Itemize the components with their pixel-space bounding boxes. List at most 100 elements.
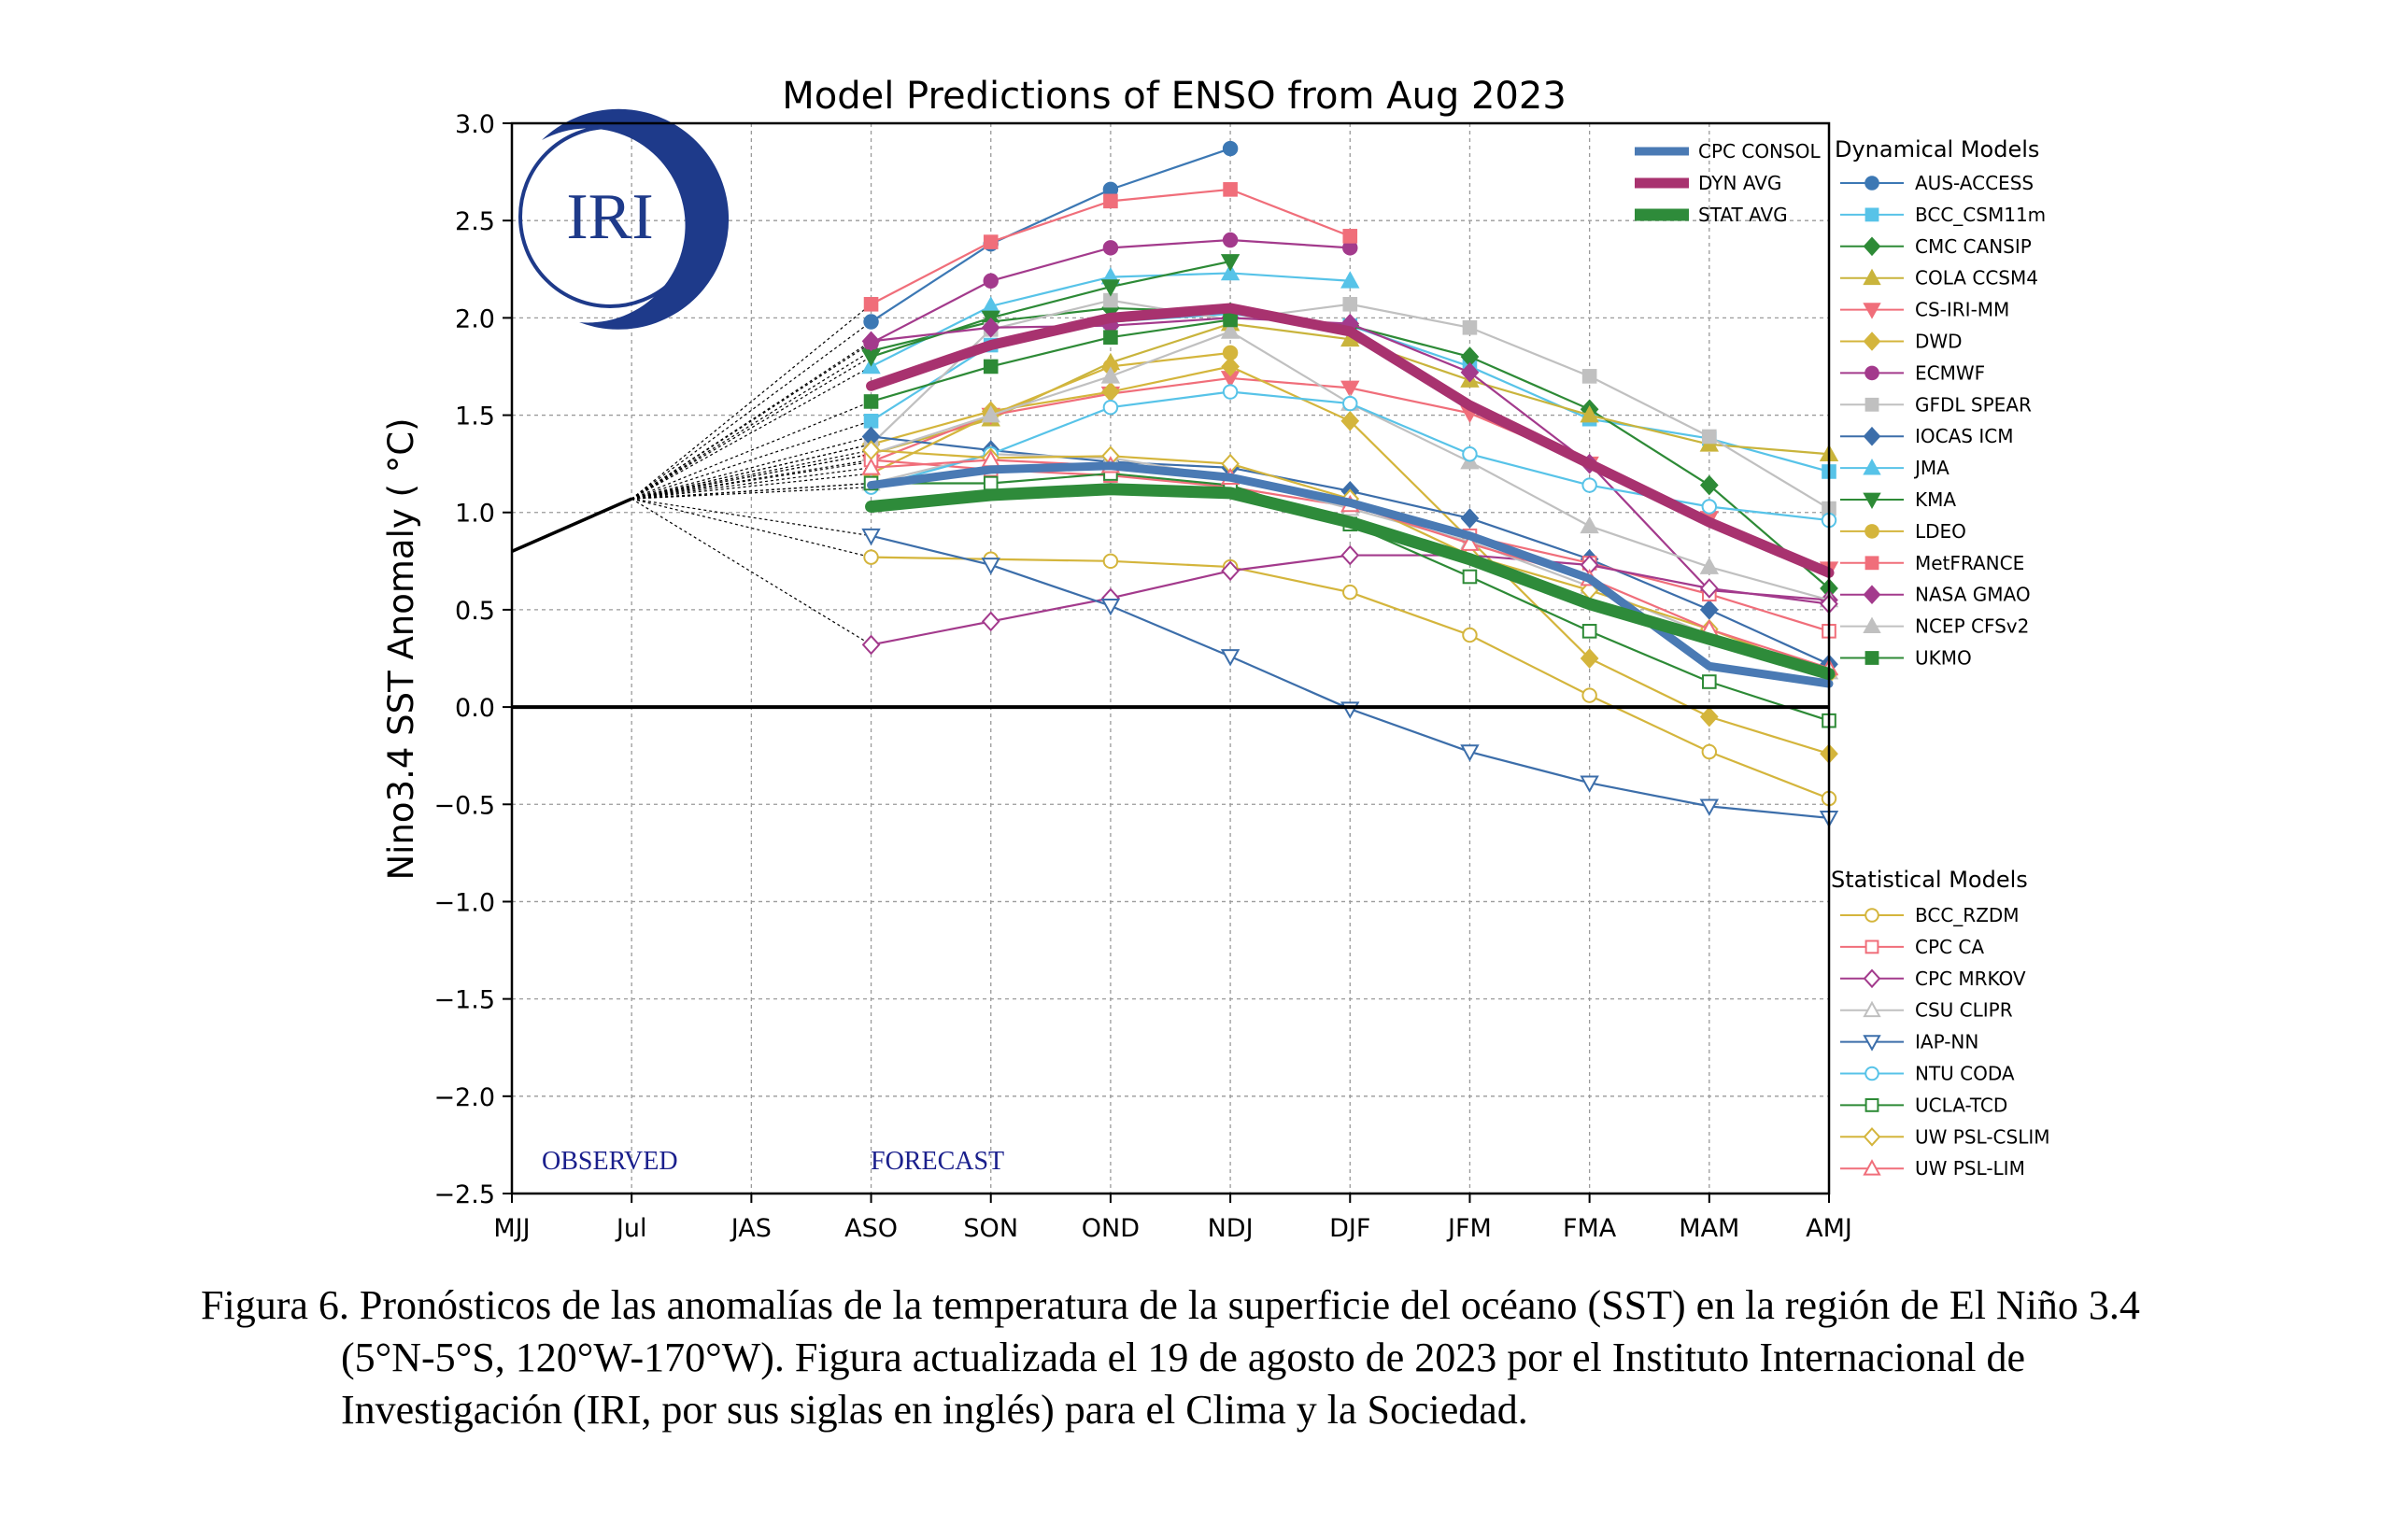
legend-averages: CPC CONSOL DYN AVG STAT AVG <box>1635 140 1821 226</box>
legend-label-dwd: DWD <box>1915 331 1963 353</box>
legend-statistical: BCC_RZDM CPC CA CPC MRKOV CSU CLIPR IAP-NN NT… <box>1840 904 2050 1180</box>
point-iocas-icm <box>1699 600 1719 620</box>
point-ecmwf <box>983 273 999 289</box>
point-cola-ccsm4 <box>1580 404 1599 423</box>
legend-marker-gfdl-spear <box>1864 397 1879 412</box>
chart-title: Model Predictions of ENSO from Aug 2023 <box>782 75 1567 118</box>
point-bcc-rzdm <box>1342 584 1358 600</box>
legend-marker-cpc-mrkov <box>1863 968 1881 989</box>
x-tick-label: SON <box>963 1214 1018 1243</box>
point-ntu-coda <box>1701 499 1718 515</box>
point-ukmo <box>983 359 999 374</box>
point-gfdl-spear <box>1342 296 1358 312</box>
legend-label-cpc-ca: CPC CA <box>1915 936 1984 958</box>
legend-avg-label-cpc-consol: CPC CONSOL <box>1698 140 1821 162</box>
legend-marker-cpc-ca <box>1864 940 1879 954</box>
point-ucla-tcd <box>983 475 999 491</box>
point-gfdl-spear <box>1462 319 1478 335</box>
point-metfrance <box>1223 182 1238 197</box>
point-ntu-coda <box>1222 384 1239 400</box>
point-cpc-mrkov <box>1340 544 1360 566</box>
y-tick-label: −1.5 <box>433 986 495 1015</box>
connector-ntu-coda <box>631 487 872 500</box>
point-nasa-gmao <box>861 331 881 352</box>
x-tick-label: Jul <box>615 1214 647 1243</box>
point-aus-access <box>863 314 879 330</box>
avg-line-dyn-avg <box>866 303 1835 578</box>
legend-marker-uw-psl-cslim <box>1863 1127 1881 1147</box>
point-ntu-coda <box>1342 395 1358 412</box>
legend-marker-dwd <box>1863 332 1881 351</box>
point-ecmwf <box>1102 240 1119 256</box>
point-bcc-rzdm <box>1462 627 1478 643</box>
point-ncep-cfsv2 <box>981 404 1000 423</box>
connector-ucla-tcd <box>631 482 872 500</box>
grid <box>512 123 1829 1194</box>
point-kma <box>1220 254 1241 272</box>
point-dwd <box>1699 706 1719 728</box>
connector-uw-psl-lim <box>631 467 872 500</box>
legend-marker-ecmwf <box>1864 365 1879 381</box>
legend-label-ldeo: LDEO <box>1915 520 1966 543</box>
legend-label-kma: KMA <box>1915 488 1956 511</box>
legend-marker-bcc-csm11m <box>1864 207 1879 222</box>
point-dwd <box>1580 648 1599 669</box>
point-bcc-rzdm <box>1102 553 1119 570</box>
connector-cpc-ca <box>631 459 872 500</box>
series-metfrance <box>631 182 1358 500</box>
connector-iocas-icm <box>631 435 872 500</box>
legend-statistical-heading: Statistical Models <box>1831 867 2028 893</box>
x-tick-label: MAM <box>1679 1214 1739 1243</box>
point-iap-nn <box>1580 775 1599 793</box>
x-tick-label: FMA <box>1563 1214 1617 1243</box>
legend-marker-csu-clipr <box>1863 1000 1881 1018</box>
connector-cmc-cansip <box>631 350 872 500</box>
x-tick-label: ASO <box>844 1214 898 1243</box>
point-cpc-mrkov <box>861 634 881 656</box>
y-tick-label: 0.5 <box>455 597 495 626</box>
logo-text: IRI <box>566 181 653 253</box>
series-ucla-tcd <box>631 466 1836 728</box>
legend-marker-cola-ccsm4 <box>1863 268 1881 286</box>
legend-dynamical: AUS-ACCESS BCC_CSM11m CMC CANSIP COLA CCSM4… <box>1840 172 2046 670</box>
point-ncep-cfsv2 <box>1580 516 1599 534</box>
connector-uw-psl-cslim <box>631 449 872 500</box>
legend-label-bcc-csm11m: BCC_CSM11m <box>1915 204 2046 226</box>
point-ncep-cfsv2 <box>1699 557 1720 574</box>
point-metfrance <box>863 296 879 312</box>
point-bcc-rzdm <box>1701 743 1718 760</box>
legend-marker-nasa-gmao <box>1863 585 1881 604</box>
point-bcc-csm11m <box>863 413 879 429</box>
point-metfrance <box>1103 193 1118 209</box>
series-layer <box>511 140 1839 828</box>
legend-marker-ncep-cfsv2 <box>1863 616 1881 633</box>
axes <box>503 121 1831 1203</box>
legend-label-cmc-cansip: CMC CANSIP <box>1915 235 2032 258</box>
point-iap-nn <box>1100 598 1121 616</box>
x-tick-label: NDJ <box>1208 1214 1254 1243</box>
iri-logo: IRI <box>518 108 730 330</box>
point-uw-psl-lim <box>1460 533 1480 551</box>
y-tick-label: −2.0 <box>433 1083 495 1112</box>
connector-jma <box>631 365 872 500</box>
y-tick-label: 1.5 <box>455 403 495 431</box>
x-tick-label: JFM <box>1446 1214 1492 1243</box>
x-tick-label: MJJ <box>493 1214 530 1243</box>
point-ldeo <box>1222 345 1239 361</box>
tick-labels: 3.0 2.5 2.0 1.5 1.0 0.5 0.0 −0.5 −1.0 −1.5 −2.0 −2.… <box>433 110 1851 1243</box>
point-ucla-tcd <box>1702 674 1717 689</box>
connector-ncep-cfsv2 <box>631 453 872 500</box>
point-uw-psl-lim <box>861 458 881 475</box>
legend-avg-label-dyn-avg: DYN AVG <box>1698 172 1781 194</box>
point-ncep-cfsv2 <box>1100 366 1121 384</box>
legend-label-jma: JMA <box>1913 457 1950 479</box>
legend-label-gfdl-spear: GFDL SPEAR <box>1915 393 2032 416</box>
legend-marker-ukmo <box>1864 651 1879 665</box>
legend-marker-kma <box>1863 492 1881 510</box>
connector-bcc-csm11m <box>631 420 872 500</box>
connector-cpc-mrkov <box>631 498 872 645</box>
connector-iap-nn <box>631 498 872 537</box>
y-tick-label: −2.5 <box>433 1180 495 1209</box>
point-cs-iri-mm <box>1340 380 1360 398</box>
